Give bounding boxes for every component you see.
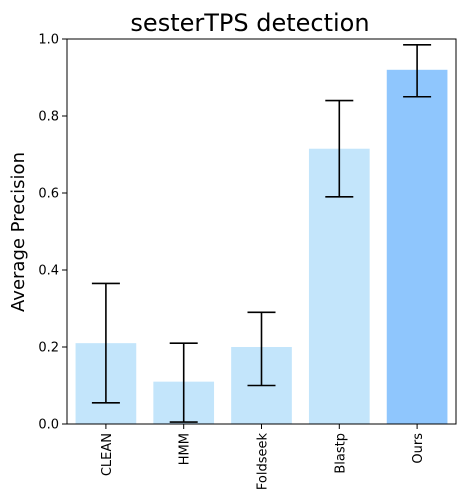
y-tick-label: 0.4 <box>38 264 59 279</box>
chart-title: sesterTPS detection <box>130 9 369 37</box>
error-bars-group <box>91 43 432 423</box>
y-tick-label: 0.8 <box>38 110 59 125</box>
x-tick-label-clean: CLEAN <box>100 433 115 476</box>
x-tick-label-hmm: HMM <box>178 433 193 465</box>
y-ticks-group: 0.0 0.2 0.4 0.6 0.8 1.0 <box>38 33 67 433</box>
y-tick-label: 0.0 <box>38 418 59 433</box>
y-tick-label: 0.6 <box>38 187 59 202</box>
x-tick-label-ours: Ours <box>411 433 426 464</box>
x-tick-label-foldseek: Foldseek <box>256 433 271 491</box>
y-axis-label: Average Precision <box>8 152 29 312</box>
x-ticks-group: CLEAN HMM Foldseek Blastp Ours <box>100 424 426 490</box>
x-tick-label-blastp: Blastp <box>333 433 348 474</box>
y-tick-label: 0.2 <box>38 341 59 356</box>
plot-frame <box>66 38 457 425</box>
bar-ours <box>386 69 448 425</box>
y-tick-label: 1.0 <box>38 33 59 48</box>
